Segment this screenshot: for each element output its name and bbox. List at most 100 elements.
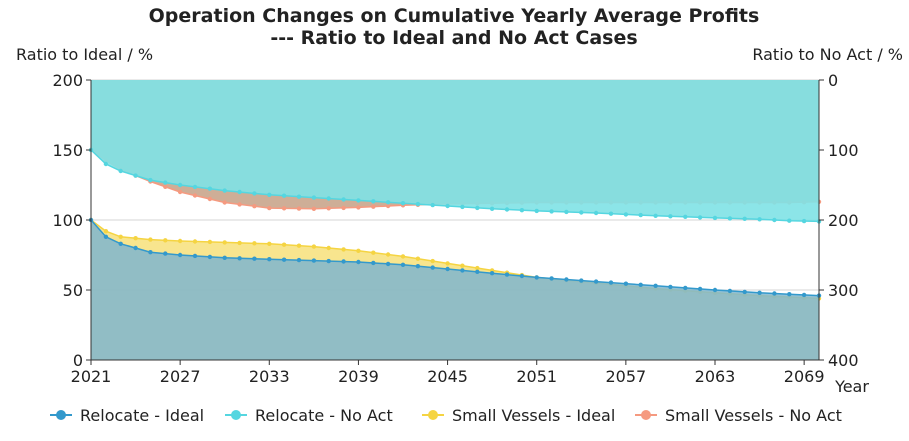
data-point — [192, 193, 198, 198]
data-point — [207, 196, 213, 202]
data-point — [460, 204, 465, 210]
data-point — [252, 191, 257, 196]
data-point — [237, 202, 242, 207]
data-point — [504, 207, 510, 212]
legend-label: Relocate - Ideal — [80, 406, 204, 425]
data-point — [727, 216, 733, 221]
x-tick-label: 2057 — [605, 367, 646, 386]
data-point — [534, 208, 539, 214]
data-point — [371, 204, 376, 209]
data-point — [237, 240, 242, 246]
data-point — [638, 212, 643, 218]
data-point — [697, 215, 703, 220]
data-point — [593, 279, 599, 284]
x-tick-label: 2051 — [516, 367, 557, 386]
data-point — [163, 238, 168, 243]
data-point — [371, 260, 376, 266]
data-point — [475, 265, 480, 271]
left-tick-label: 100 — [52, 211, 83, 230]
data-point — [608, 211, 614, 216]
data-point — [801, 218, 807, 224]
data-point — [801, 292, 807, 298]
data-point — [683, 214, 688, 219]
data-point — [341, 247, 346, 252]
data-point — [222, 188, 227, 193]
data-point — [400, 254, 406, 259]
data-point — [385, 203, 391, 209]
data-point — [653, 283, 658, 288]
data-point — [549, 276, 554, 281]
data-point — [638, 282, 643, 287]
data-point — [519, 208, 525, 213]
data-point — [445, 266, 450, 272]
data-point — [430, 265, 435, 270]
data-point — [207, 254, 213, 260]
right-tick-label: 0 — [828, 71, 838, 90]
legend-marker — [231, 410, 241, 420]
data-point — [296, 194, 302, 199]
x-tick-label: 2039 — [338, 367, 379, 386]
data-point — [222, 255, 227, 260]
data-point — [296, 243, 302, 248]
chart-subtitle: --- Ratio to Ideal and No Act Cases — [270, 27, 637, 49]
data-point — [237, 189, 242, 195]
data-point — [267, 205, 272, 211]
data-point — [281, 257, 287, 262]
data-point — [326, 258, 331, 264]
data-point — [148, 250, 153, 255]
data-point — [564, 209, 569, 215]
series-area — [91, 80, 819, 222]
data-point — [177, 182, 183, 188]
data-point — [177, 238, 183, 244]
data-point — [296, 206, 302, 211]
data-point — [653, 213, 658, 218]
left-axis-label: Ratio to Ideal / % — [16, 45, 153, 64]
right-axis-label: Ratio to No Act / % — [752, 45, 903, 64]
data-point — [385, 200, 391, 205]
left-tick-label: 0 — [73, 351, 83, 370]
data-point — [489, 271, 495, 276]
data-point — [579, 278, 584, 283]
data-point — [341, 259, 346, 264]
data-point — [668, 284, 673, 290]
data-point — [133, 236, 138, 241]
legend-label: Small Vessels - No Act — [665, 406, 842, 425]
data-point — [445, 203, 450, 209]
right-tick-label: 100 — [828, 141, 859, 160]
data-point — [192, 184, 198, 190]
data-point — [475, 269, 480, 274]
data-point — [281, 193, 287, 198]
left-tick-label: 50 — [63, 281, 83, 300]
data-point — [252, 204, 257, 209]
data-point — [341, 197, 346, 202]
data-point — [311, 195, 317, 200]
legend-label: Small Vessels - Ideal — [452, 406, 615, 425]
data-point — [534, 275, 539, 280]
x-tick-label: 2033 — [249, 367, 290, 386]
data-point — [787, 218, 792, 223]
data-point — [475, 205, 480, 211]
data-point — [192, 239, 198, 244]
data-point — [460, 268, 465, 273]
data-point — [356, 248, 361, 253]
data-point — [623, 212, 629, 217]
data-point — [430, 258, 435, 264]
data-point — [326, 196, 331, 201]
data-point — [341, 205, 346, 211]
data-point — [207, 186, 213, 191]
data-point — [727, 288, 733, 294]
data-point — [133, 245, 138, 251]
data-point — [267, 257, 272, 262]
data-point — [460, 263, 465, 268]
left-tick-label: 150 — [52, 141, 83, 160]
data-point — [148, 237, 153, 242]
legend-marker — [56, 410, 66, 420]
chart-title: Operation Changes on Cumulative Yearly A… — [149, 5, 760, 27]
data-point — [668, 214, 673, 219]
data-point — [311, 244, 317, 249]
legend-marker — [641, 410, 651, 420]
data-point — [772, 291, 777, 296]
data-point — [207, 239, 213, 245]
data-point — [296, 257, 302, 263]
